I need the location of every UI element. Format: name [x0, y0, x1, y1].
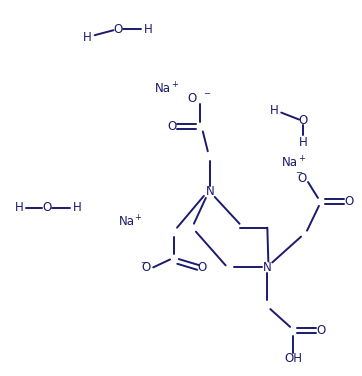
Text: H: H [144, 23, 153, 36]
Text: O: O [114, 23, 123, 36]
Text: O: O [42, 201, 52, 214]
Text: +: + [171, 80, 178, 89]
Text: −: − [296, 168, 303, 177]
Text: O: O [141, 261, 150, 274]
Text: O: O [197, 261, 206, 274]
Text: H: H [299, 136, 307, 149]
Text: −: − [203, 89, 210, 98]
Text: O: O [344, 196, 353, 208]
Text: H: H [83, 31, 92, 44]
Text: +: + [134, 213, 141, 222]
Text: H: H [270, 104, 279, 117]
Text: +: + [298, 154, 305, 163]
Text: −: − [140, 258, 147, 267]
Text: Na: Na [282, 156, 298, 169]
Text: N: N [205, 185, 214, 199]
Text: H: H [72, 201, 81, 214]
Text: O: O [298, 171, 307, 185]
Text: Na: Na [118, 215, 135, 228]
Text: Na: Na [155, 82, 171, 95]
Text: H: H [15, 201, 24, 214]
Text: O: O [188, 92, 197, 105]
Text: O: O [316, 324, 325, 337]
Text: O: O [298, 114, 308, 127]
Text: OH: OH [284, 352, 302, 365]
Text: N: N [263, 261, 272, 274]
Text: O: O [168, 120, 177, 133]
